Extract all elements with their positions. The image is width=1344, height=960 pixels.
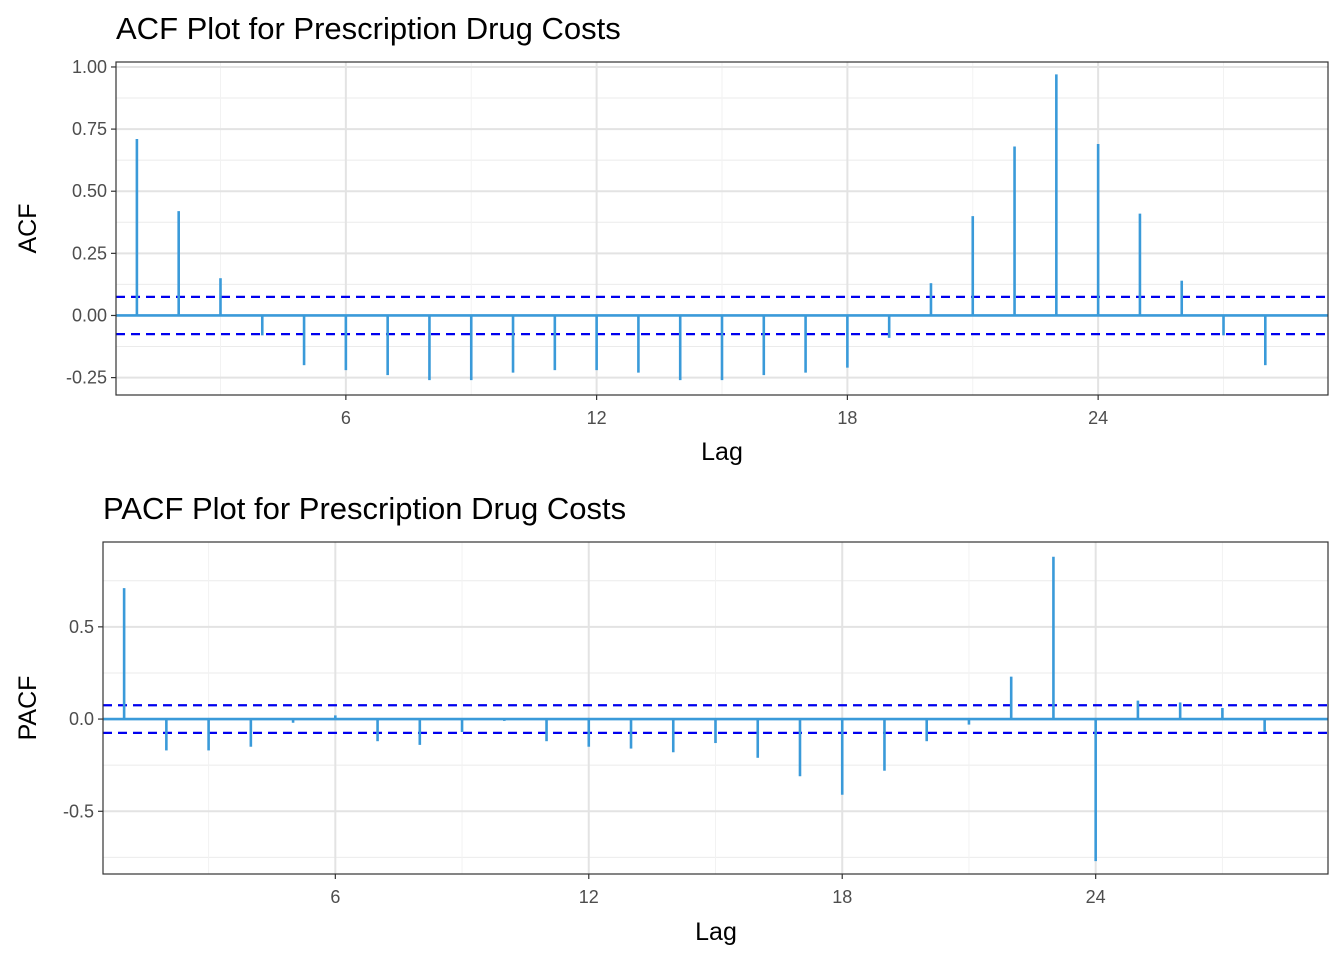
acf-x-tick-label: 6: [341, 408, 351, 428]
pacf-y-axis-title: PACF: [14, 676, 42, 741]
acf-bars: [116, 74, 1328, 381]
pacf-x-tick-label: 18: [832, 887, 852, 907]
pacf-x-tick-label: 12: [579, 887, 599, 907]
acf-x-tick-label: 18: [837, 408, 857, 428]
acf-y-tick-labels: -0.25 0.00 0.25 0.50 0.75 1.00: [66, 57, 116, 388]
acf-x-tick-labels: 6 12 18 24: [341, 395, 1108, 428]
acf-y-axis-title: ACF: [14, 204, 42, 254]
pacf-x-tick-label: 6: [330, 887, 340, 907]
pacf-confidence-bounds: [103, 704, 1328, 735]
acf-y-tick-label: -0.25: [66, 368, 107, 388]
acf-y-tick-label: 0.25: [72, 243, 107, 263]
acf-y-tick-label: 0.50: [72, 181, 107, 201]
pacf-y-tick-labels: -0.5 0.0 0.5: [63, 617, 103, 821]
pacf-plot-border: [102, 541, 1329, 875]
pacf-x-tick-label: 24: [1086, 887, 1106, 907]
acf-panel: ACF Plot for Prescription Drug Costs -0.…: [14, 11, 1329, 466]
acf-chart-title: ACF Plot for Prescription Drug Costs: [116, 11, 621, 46]
pacf-x-tick-labels: 6 12 18 24: [330, 874, 1106, 907]
pacf-bars: [103, 556, 1328, 862]
pacf-panel: PACF Plot for Prescription Drug Costs -0…: [14, 491, 1329, 946]
acf-x-tick-label: 24: [1088, 408, 1108, 428]
pacf-y-tick-label: 0.5: [69, 617, 94, 637]
pacf-x-axis-title: Lag: [695, 918, 737, 946]
acf-x-tick-label: 12: [587, 408, 607, 428]
pacf-chart-title: PACF Plot for Prescription Drug Costs: [103, 491, 626, 526]
acf-y-tick-label: 1.00: [72, 57, 107, 77]
acf-plot-border: [115, 61, 1329, 396]
acf-x-axis-title: Lag: [701, 438, 743, 466]
pacf-y-tick-label: 0.0: [69, 709, 94, 729]
pacf-y-tick-label: -0.5: [63, 801, 94, 821]
acf-y-tick-label: 0.00: [72, 305, 107, 325]
acf-y-tick-label: 0.75: [72, 119, 107, 139]
